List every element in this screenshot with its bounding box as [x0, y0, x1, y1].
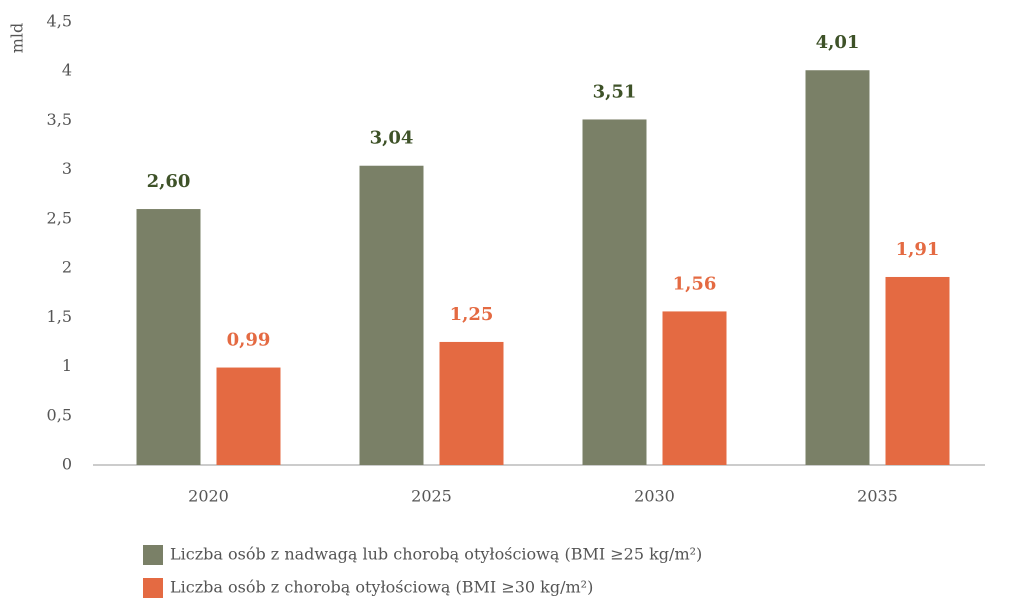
value-label: 3,51: [593, 81, 637, 102]
y-tick-label: 4: [62, 61, 72, 80]
value-label: 0,99: [227, 330, 271, 351]
value-label: 1,91: [896, 239, 940, 260]
bar: [359, 165, 424, 465]
y-tick-label: 4,5: [47, 12, 72, 31]
y-axis-label: mld: [8, 23, 27, 54]
legend-swatch: [143, 545, 163, 565]
legend-label: Liczba osób z nadwagą lub chorobą otyłoś…: [170, 545, 702, 564]
y-tick-label: 3: [62, 159, 72, 178]
bar: [885, 276, 950, 465]
bar: [439, 341, 504, 465]
y-tick-label: 1,5: [47, 307, 72, 326]
value-label: 1,25: [450, 304, 494, 325]
bar: [805, 70, 870, 465]
x-tick-label: 2025: [411, 487, 452, 506]
value-label: 3,04: [370, 128, 414, 149]
value-label: 1,56: [673, 273, 717, 294]
x-tick-label: 2035: [857, 487, 898, 506]
bar: [662, 311, 727, 465]
y-tick-label: 0,5: [47, 405, 72, 424]
legend-swatch: [143, 578, 163, 598]
y-tick-label: 1: [62, 356, 72, 375]
value-label: 2,60: [147, 171, 191, 192]
y-tick-label: 2,5: [47, 208, 72, 227]
y-tick-label: 3,5: [47, 110, 72, 129]
bar: [216, 367, 281, 465]
x-tick-label: 2030: [634, 487, 675, 506]
legend-label: Liczba osób z chorobą otyłościową (BMI ≥…: [170, 578, 593, 597]
bar: [136, 209, 201, 465]
y-tick-label: 0: [62, 455, 72, 474]
x-tick-label: 2020: [188, 487, 229, 506]
bar: [582, 119, 647, 466]
value-label: 4,01: [816, 32, 860, 53]
y-tick-label: 2: [62, 258, 72, 277]
